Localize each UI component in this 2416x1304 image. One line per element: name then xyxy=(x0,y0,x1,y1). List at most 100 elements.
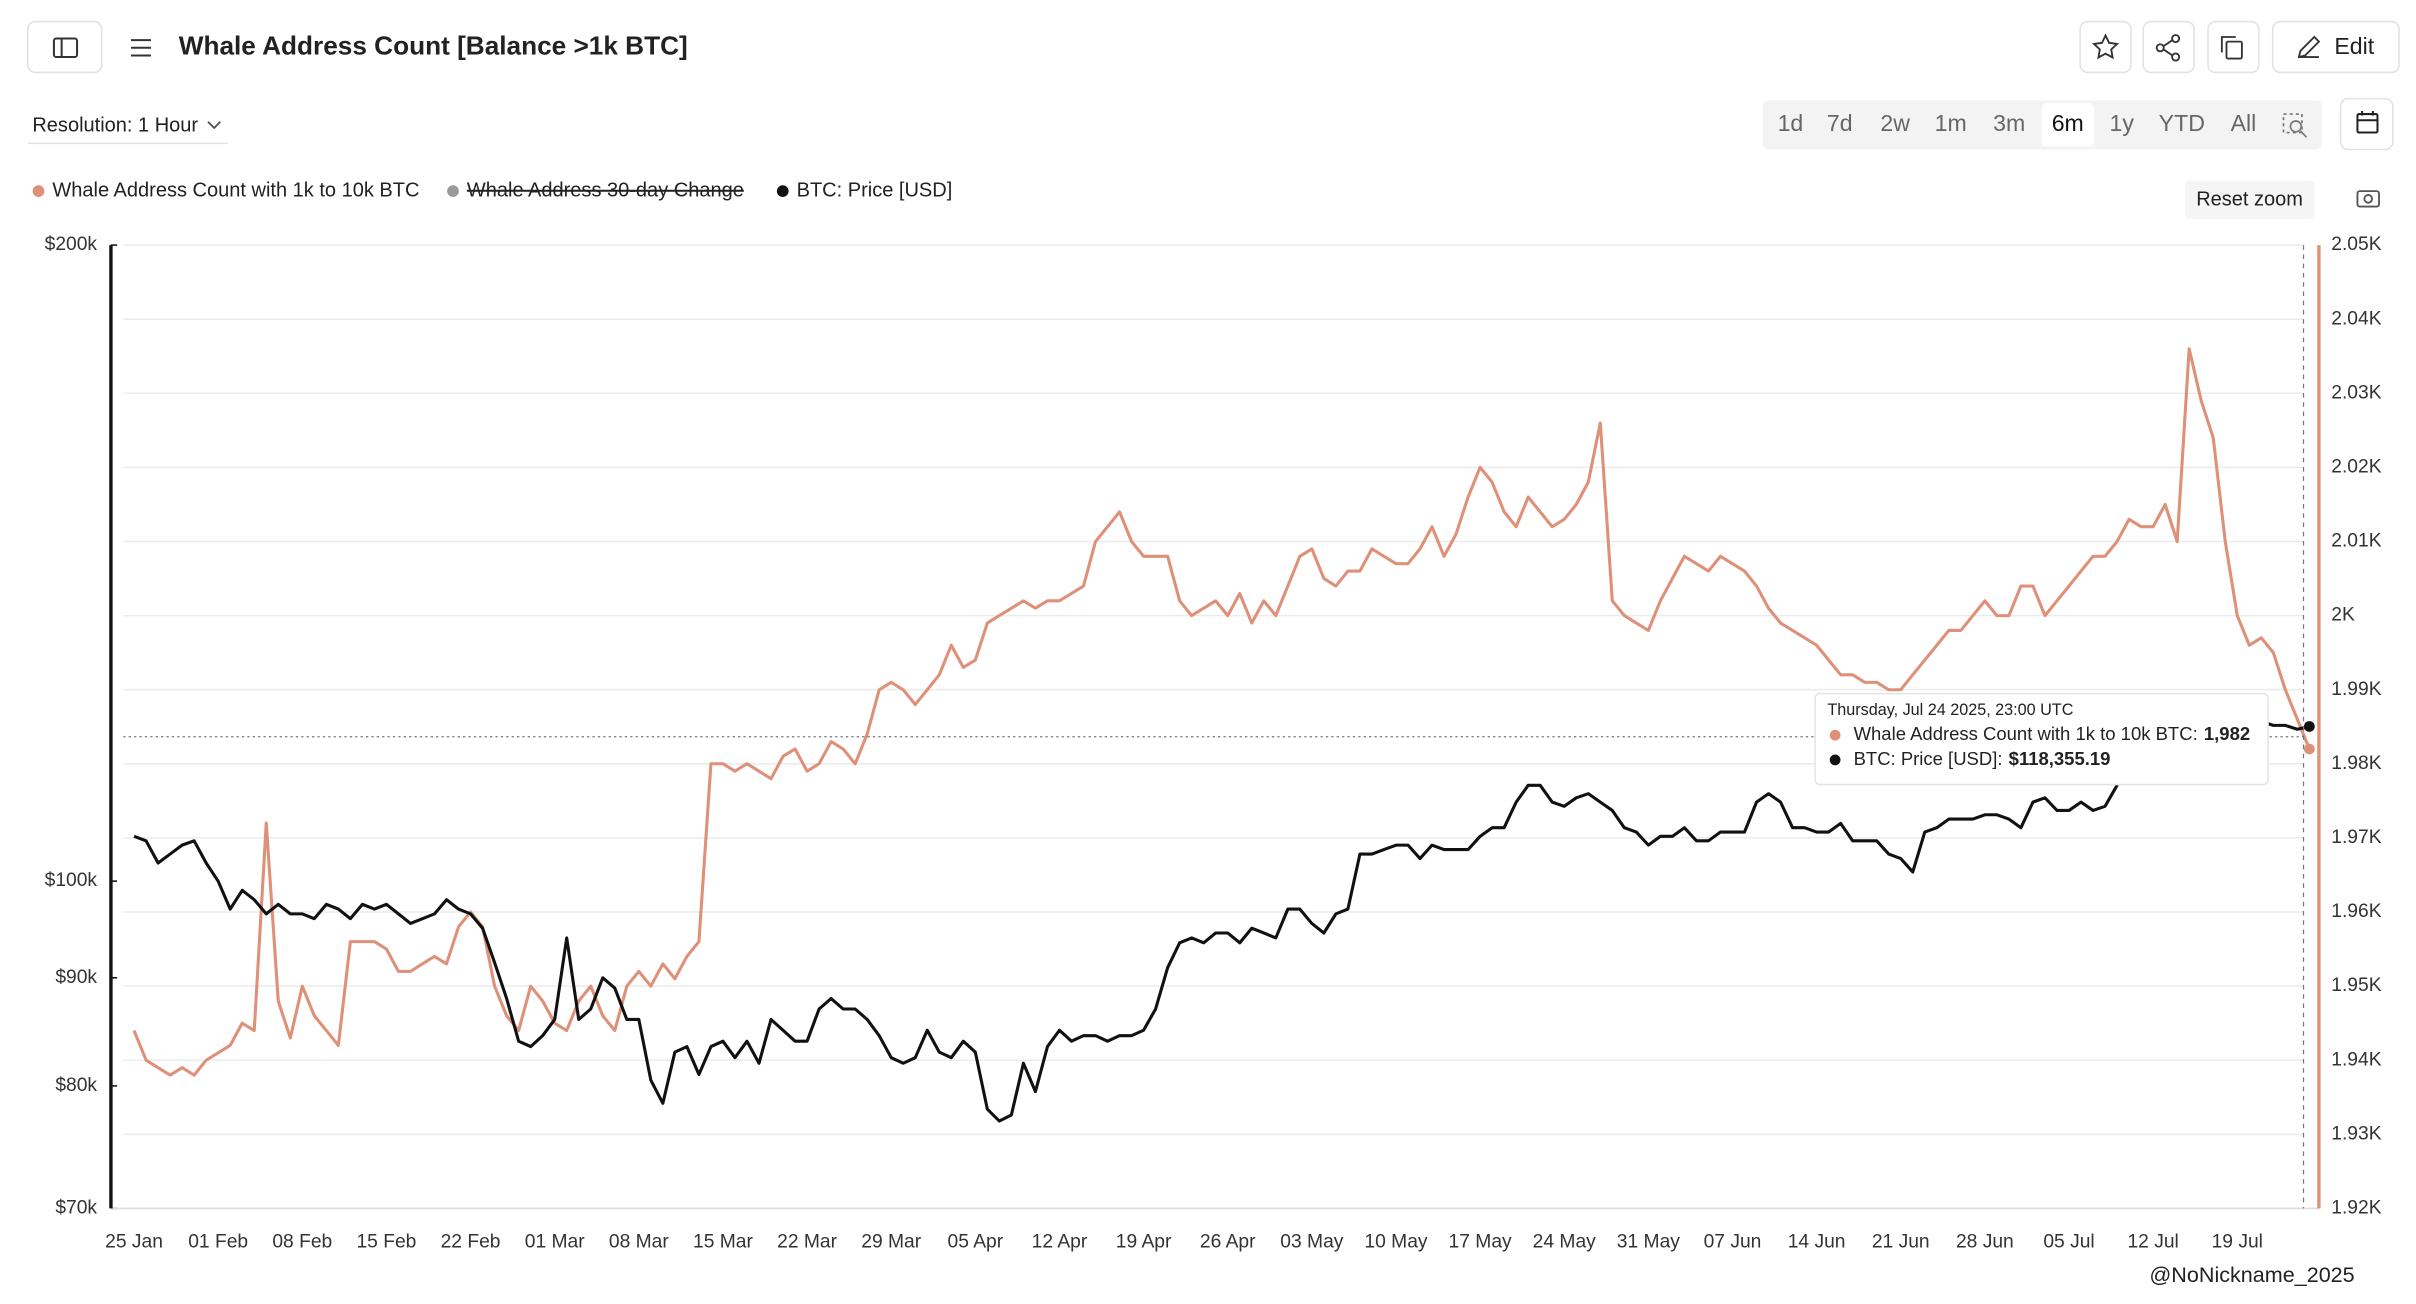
legend-dot xyxy=(32,185,45,197)
range-active xyxy=(2041,103,2094,147)
y2-tick-label: 1.93K xyxy=(2331,1123,2381,1144)
legend-label: BTC: Price [USD] xyxy=(797,179,953,201)
x-tick-label: 08 Feb xyxy=(272,1231,332,1252)
x-tick-label: 15 Mar xyxy=(693,1231,753,1252)
x-tick-label: 31 May xyxy=(1617,1231,1680,1252)
legend-item[interactable]: BTC: Price [USD] xyxy=(776,179,953,201)
tooltip-value: $118,355.19 xyxy=(2009,748,2111,769)
x-tick-label: 12 Apr xyxy=(1032,1231,1088,1252)
y2-tick-label: 2.04K xyxy=(2331,308,2381,329)
x-tick-label: 08 Mar xyxy=(609,1231,669,1252)
edit-button[interactable]: Edit xyxy=(2271,20,2400,74)
x-tick-label: 15 Feb xyxy=(356,1231,416,1252)
filter-icon[interactable] xyxy=(130,39,151,57)
x-tick-label: 28 Jun xyxy=(1956,1231,2014,1252)
x-tick-label: 12 Jul xyxy=(2127,1231,2178,1252)
legend-item[interactable]: Whale Address 30-day Change xyxy=(447,179,744,201)
y-tick-label: $90k xyxy=(55,967,97,988)
x-tick-label: 01 Mar xyxy=(525,1231,585,1252)
y2-tick-label: 1.99K xyxy=(2331,679,2381,700)
y-tick-label: $80k xyxy=(55,1075,97,1096)
legend-dot xyxy=(776,185,789,197)
range-label: 1d xyxy=(1778,110,1804,136)
hover-marker xyxy=(2303,743,2315,755)
x-tick-label: 05 Apr xyxy=(948,1231,1004,1252)
x-tick-label: 05 Jul xyxy=(2043,1231,2094,1252)
resolution-label: Resolution: 1 Hour xyxy=(32,115,198,137)
range-button[interactable]: 2w xyxy=(1880,110,1910,136)
legend-label: Whale Address Count with 1k to 10k BTC xyxy=(52,179,419,201)
x-tick-label: 19 Apr xyxy=(1116,1231,1172,1252)
hover-marker xyxy=(2303,721,2315,732)
range-button[interactable]: 3m xyxy=(1993,110,2025,136)
x-tick-label: 26 Apr xyxy=(1200,1231,1256,1252)
y2-tick-label: 1.92K xyxy=(2331,1198,2381,1219)
y2-tick-label: 2.03K xyxy=(2331,382,2381,403)
edit-label: Edit xyxy=(2334,33,2374,59)
page-title: Whale Address Count [Balance >1k BTC] xyxy=(179,31,688,61)
range-label: 3m xyxy=(1993,110,2025,136)
x-tick-label: 19 Jul xyxy=(2212,1231,2263,1252)
range-button[interactable]: 1d xyxy=(1778,110,1804,136)
y2-tick-label: 2.01K xyxy=(2331,531,2381,552)
y2-tick-label: 1.97K xyxy=(2331,827,2381,848)
series-line xyxy=(133,719,2310,1123)
range-label: YTD xyxy=(2159,110,2205,136)
reset-zoom-button[interactable]: Reset zoom xyxy=(2184,180,2315,219)
x-tick-label: 21 Jun xyxy=(1872,1231,1930,1252)
y2-tick-label: 2.02K xyxy=(2331,456,2381,477)
watermark: @NoNickname_2025 xyxy=(2149,1262,2354,1287)
x-tick-label: 07 Jun xyxy=(1704,1231,1762,1252)
sidebar-toggle[interactable] xyxy=(26,20,103,74)
series-line xyxy=(132,347,2311,1077)
x-tick-label: 14 Jun xyxy=(1788,1231,1846,1252)
tooltip-value: 1,982 xyxy=(2204,723,2250,744)
y-tick-label: $70k xyxy=(55,1198,97,1219)
y2-tick-label: 2K xyxy=(2331,605,2355,626)
range-button[interactable]: All xyxy=(2231,110,2257,136)
legend-dot xyxy=(447,185,459,197)
range-button[interactable]: YTD xyxy=(2159,110,2205,136)
y-tick-label: $100k xyxy=(45,870,98,891)
x-tick-label: 17 May xyxy=(1449,1231,1512,1252)
range-label: 7d xyxy=(1827,110,1853,136)
y2-tick-label: 1.95K xyxy=(2331,975,2381,996)
range-button[interactable]: 7d xyxy=(1827,110,1853,136)
copy-button[interactable] xyxy=(2207,20,2260,74)
x-tick-label: 01 Feb xyxy=(188,1231,248,1252)
x-tick-label: 10 May xyxy=(1364,1231,1427,1252)
star-button[interactable] xyxy=(2079,20,2132,74)
calendar-button[interactable] xyxy=(2339,97,2394,151)
tooltip-name: BTC: Price [USD]: xyxy=(1854,748,2003,769)
x-tick-label: 25 Jan xyxy=(105,1231,163,1252)
range-button[interactable]: 1y xyxy=(2109,110,2134,136)
resolution-select[interactable]: Resolution: 1 Hour xyxy=(27,115,229,145)
y-tick-label: $200k xyxy=(45,234,98,255)
range-label: All xyxy=(2231,110,2257,136)
camera-icon[interactable] xyxy=(2356,190,2380,208)
zoom-select-icon[interactable] xyxy=(2282,113,2308,138)
x-tick-label: 24 May xyxy=(1533,1231,1596,1252)
reset-zoom-label: Reset zoom xyxy=(2196,189,2303,211)
legend-item[interactable]: Whale Address Count with 1k to 10k BTC xyxy=(32,179,420,201)
range-label: 6m xyxy=(2052,110,2084,136)
y2-tick-label: 2.05K xyxy=(2331,234,2381,255)
tooltip-name: Whale Address Count with 1k to 10k BTC: xyxy=(1854,723,2198,744)
x-tick-label: 29 Mar xyxy=(861,1231,921,1252)
range-label: 1y xyxy=(2109,110,2134,136)
y2-tick-label: 1.94K xyxy=(2331,1049,2381,1070)
y2-tick-label: 1.98K xyxy=(2331,753,2381,774)
legend-label: Whale Address 30-day Change xyxy=(467,179,744,201)
range-label: 2w xyxy=(1880,110,1910,136)
share-button[interactable] xyxy=(2142,20,2195,74)
tooltip: Thursday, Jul 24 2025, 23:00 UTC Whale A… xyxy=(1814,692,2269,786)
range-label: 1m xyxy=(1935,110,1967,136)
range-button[interactable]: 6m xyxy=(2041,103,2094,147)
tooltip-title: Thursday, Jul 24 2025, 23:00 UTC xyxy=(1827,701,2073,719)
x-tick-label: 22 Mar xyxy=(777,1231,837,1252)
x-tick-label: 03 May xyxy=(1280,1231,1343,1252)
y2-tick-label: 1.96K xyxy=(2331,901,2381,922)
range-button[interactable]: 1m xyxy=(1935,110,1967,136)
x-tick-label: 22 Feb xyxy=(441,1231,501,1252)
